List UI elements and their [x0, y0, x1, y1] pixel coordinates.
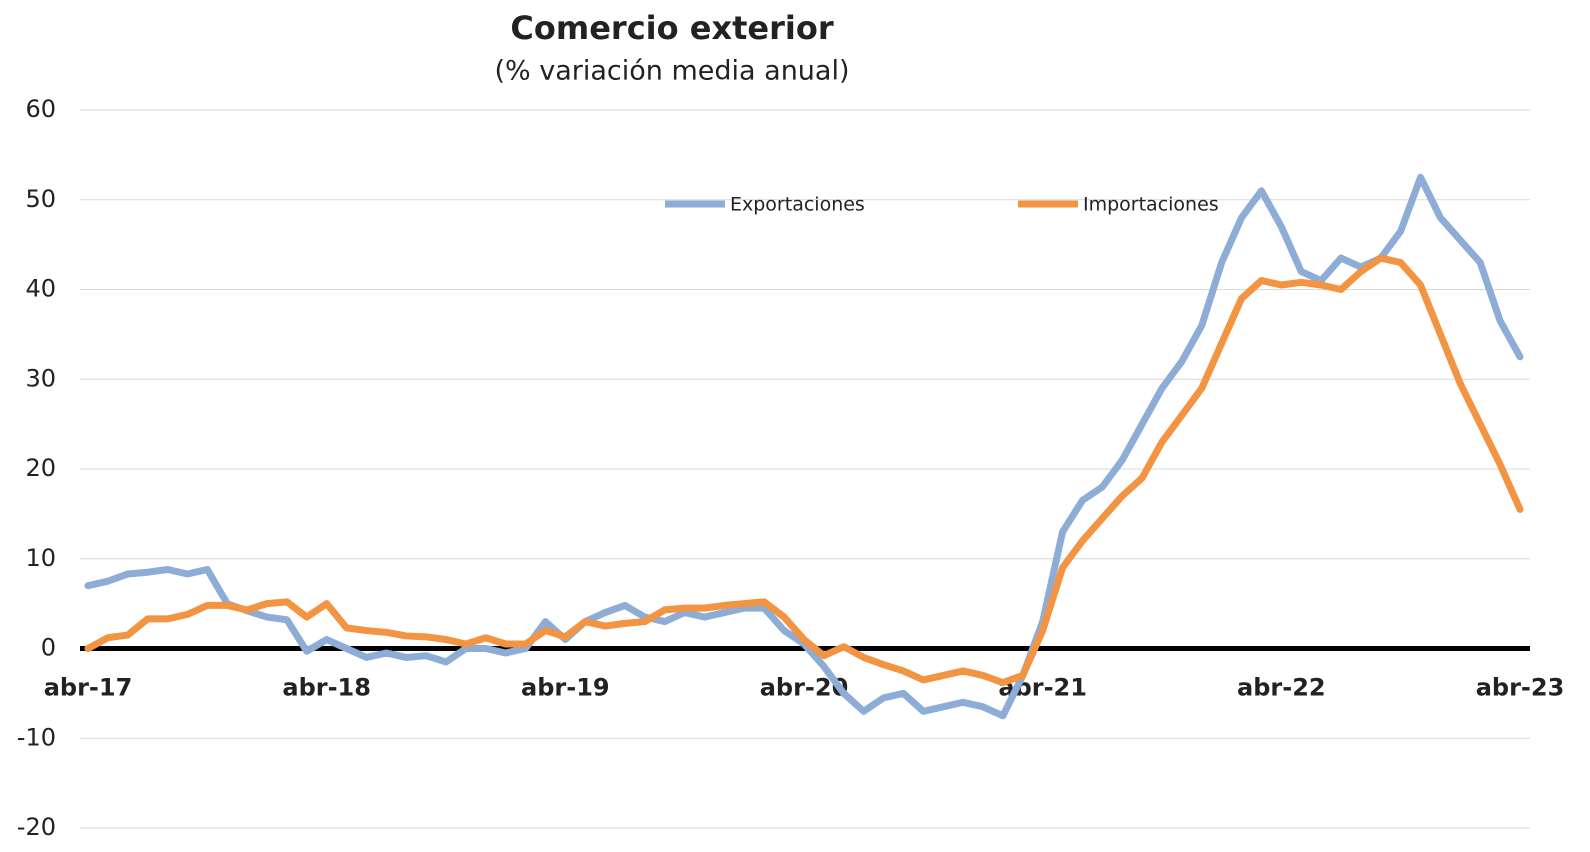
x-tick-label: abr-23 — [1476, 674, 1565, 702]
y-tick-label: 30 — [25, 364, 56, 392]
chart-title: Comercio exterior — [510, 9, 833, 47]
y-tick-label: -20 — [17, 813, 56, 841]
y-tick-label: 40 — [25, 275, 56, 303]
chart-subtitle: (% variación media anual) — [494, 56, 849, 87]
y-tick-label: 10 — [25, 544, 56, 572]
legend-label: Exportaciones — [730, 194, 865, 216]
x-tick-label: abr-22 — [1237, 674, 1326, 702]
line-series — [84, 254, 1524, 687]
y-tick-label: 50 — [25, 185, 56, 213]
y-tick-label: -10 — [17, 723, 56, 751]
y-tick-label: 60 — [25, 95, 56, 123]
x-tick-label: abr-18 — [282, 674, 371, 702]
y-tick-label: 0 — [41, 634, 56, 662]
x-tick-label: abr-19 — [521, 674, 610, 702]
y-tick-label: 20 — [25, 454, 56, 482]
x-tick-label: abr-17 — [44, 674, 133, 702]
legend-label: Importaciones — [1083, 194, 1219, 216]
